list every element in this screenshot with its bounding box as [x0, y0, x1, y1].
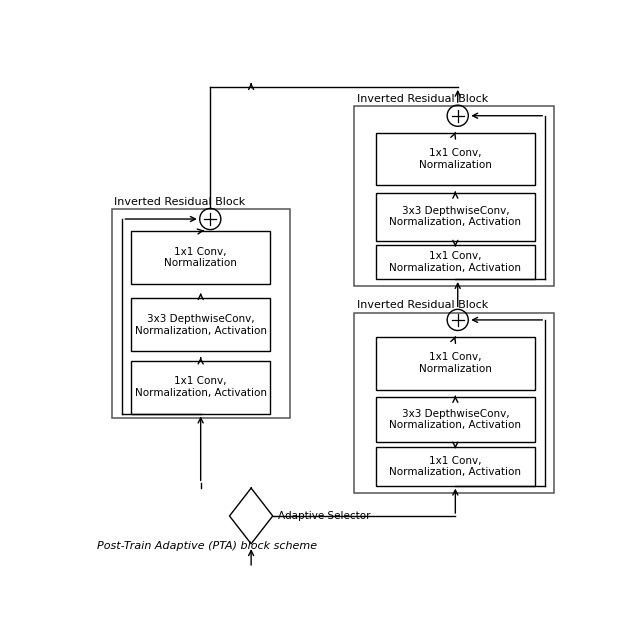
Bar — [376, 245, 534, 279]
Text: 1x1 Conv,
Normalization: 1x1 Conv, Normalization — [419, 353, 492, 374]
Text: 1x1 Conv,
Normalization: 1x1 Conv, Normalization — [164, 246, 237, 268]
Text: Adaptive Selector: Adaptive Selector — [278, 511, 370, 521]
Bar — [131, 361, 270, 414]
Bar — [376, 397, 534, 442]
Text: Inverted Residual Block: Inverted Residual Block — [357, 94, 488, 104]
Text: 1x1 Conv,
Normalization, Activation: 1x1 Conv, Normalization, Activation — [389, 456, 522, 477]
Text: 1x1 Conv,
Normalization, Activation: 1x1 Conv, Normalization, Activation — [389, 251, 522, 273]
Bar — [355, 106, 554, 286]
Bar — [355, 313, 554, 493]
Text: 3x3 DepthwiseConv,
Normalization, Activation: 3x3 DepthwiseConv, Normalization, Activa… — [389, 409, 522, 431]
Bar — [112, 210, 289, 419]
Text: Inverted Residual Block: Inverted Residual Block — [357, 300, 488, 310]
Text: Post-Train Adaptive (PTA) block scheme: Post-Train Adaptive (PTA) block scheme — [97, 540, 317, 550]
Bar — [376, 337, 534, 389]
Text: 1x1 Conv,
Normalization, Activation: 1x1 Conv, Normalization, Activation — [134, 376, 267, 398]
Bar — [131, 298, 270, 351]
Text: 3x3 DepthwiseConv,
Normalization, Activation: 3x3 DepthwiseConv, Normalization, Activa… — [134, 314, 267, 336]
Text: Inverted Residual Block: Inverted Residual Block — [114, 197, 245, 207]
Bar — [376, 193, 534, 241]
Bar — [376, 132, 534, 185]
Bar — [376, 447, 534, 485]
Text: 3x3 DepthwiseConv,
Normalization, Activation: 3x3 DepthwiseConv, Normalization, Activa… — [389, 206, 522, 227]
Bar — [131, 231, 270, 284]
Text: 1x1 Conv,
Normalization: 1x1 Conv, Normalization — [419, 148, 492, 170]
